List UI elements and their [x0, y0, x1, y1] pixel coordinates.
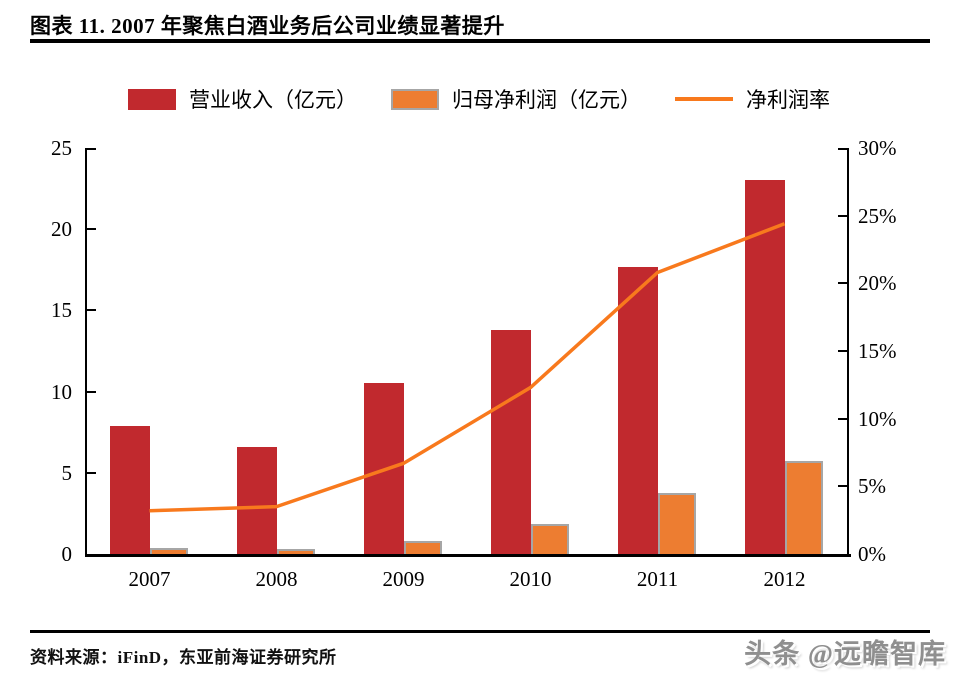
bar-net-profit-2010: [530, 524, 569, 554]
legend-line-marker-icon: [675, 97, 733, 101]
bar-revenue-2012: [744, 180, 785, 554]
y-axis-label-right: 15%: [858, 339, 897, 363]
axis-cap-right-icon: [838, 148, 847, 150]
y-tick-right: [838, 417, 847, 420]
x-axis-label-2012: 2012: [763, 567, 806, 591]
watermark-text: 头条 @远瞻智库: [744, 639, 946, 669]
legend-label: 营业收入（亿元）: [189, 88, 357, 112]
bar-revenue-2011: [617, 266, 658, 554]
y-tick-right: [838, 350, 847, 352]
y-axis-left: [85, 148, 87, 557]
y-axis-label-left: 15: [51, 298, 72, 323]
y-axis-label-left: 5: [61, 460, 73, 485]
data-source-note: 资料来源：iFinD，东亚前海证券研究所: [30, 648, 337, 667]
bar-net-profit-2012: [784, 461, 823, 554]
bar-net-profit-2007: [149, 547, 188, 554]
bar-revenue-2008: [236, 446, 277, 554]
y-axis-label-left: 10: [51, 379, 72, 404]
y-axis-label-right: 30%: [858, 136, 897, 160]
bar-revenue-2010: [490, 329, 531, 554]
x-axis-label-2008: 2008: [255, 567, 298, 591]
x-axis: [85, 554, 851, 557]
chart-legend: 营业收入（亿元） 归母净利润（亿元） 净利润率: [0, 84, 958, 114]
y-axis-label-left: 20: [51, 217, 72, 242]
combo-chart: 0 5 10 15 20 25 0% 5% 10% 15% 20% 25% 30% 2007 2008 200…: [0, 130, 958, 600]
bar-net-profit-2009: [403, 541, 442, 554]
net-margin-line: [149, 222, 786, 513]
x-axis-label-2010: 2010: [509, 567, 552, 591]
y-tick-left: [87, 228, 96, 231]
x-axis-label-2011: 2011: [636, 567, 679, 591]
bar-net-profit-2008: [276, 548, 315, 554]
footer-divider: [30, 630, 930, 633]
y-tick-right: [838, 214, 847, 217]
y-axis-label-right: 25%: [858, 203, 897, 228]
bar-revenue-2007: [109, 425, 150, 554]
y-tick-left: [87, 471, 96, 474]
y-axis-label-right: 5%: [858, 474, 886, 499]
y-axis-label-right: 20%: [858, 271, 897, 296]
legend-label: 归母净利润（亿元）: [452, 88, 641, 112]
legend-item-revenue: 营业收入（亿元）: [128, 84, 357, 114]
y-axis-right: [847, 148, 849, 557]
bar-net-profit-2011: [657, 492, 696, 554]
legend-bar-swatch-icon: [128, 88, 176, 110]
title-underline: [30, 39, 930, 43]
y-tick-right: [838, 282, 847, 285]
legend-item-net-profit: 归母净利润（亿元）: [391, 84, 641, 114]
y-axis-label-left: 0: [61, 542, 73, 566]
x-axis-label-2007: 2007: [128, 567, 171, 591]
y-axis-label-right: 0%: [858, 542, 886, 566]
legend-item-net-margin: 净利润率: [675, 84, 830, 114]
y-axis-label-right: 10%: [858, 406, 897, 431]
y-tick-left: [87, 309, 96, 312]
net-margin-polyline: [149, 222, 786, 513]
x-axis-label-2009: 2009: [382, 567, 425, 591]
y-tick-left: [87, 390, 96, 393]
y-axis-label-left: 25: [51, 136, 72, 160]
y-tick-right: [838, 485, 847, 488]
axis-cap-left-icon: [87, 148, 96, 150]
legend-label: 净利润率: [746, 88, 830, 112]
figure-header: 图表 11. 2007 年聚焦白酒业务后公司业绩显著提升: [30, 10, 930, 40]
legend-bar-swatch-icon: [391, 88, 439, 110]
figure-title: 图表 11. 2007 年聚焦白酒业务后公司业绩显著提升: [30, 14, 505, 38]
